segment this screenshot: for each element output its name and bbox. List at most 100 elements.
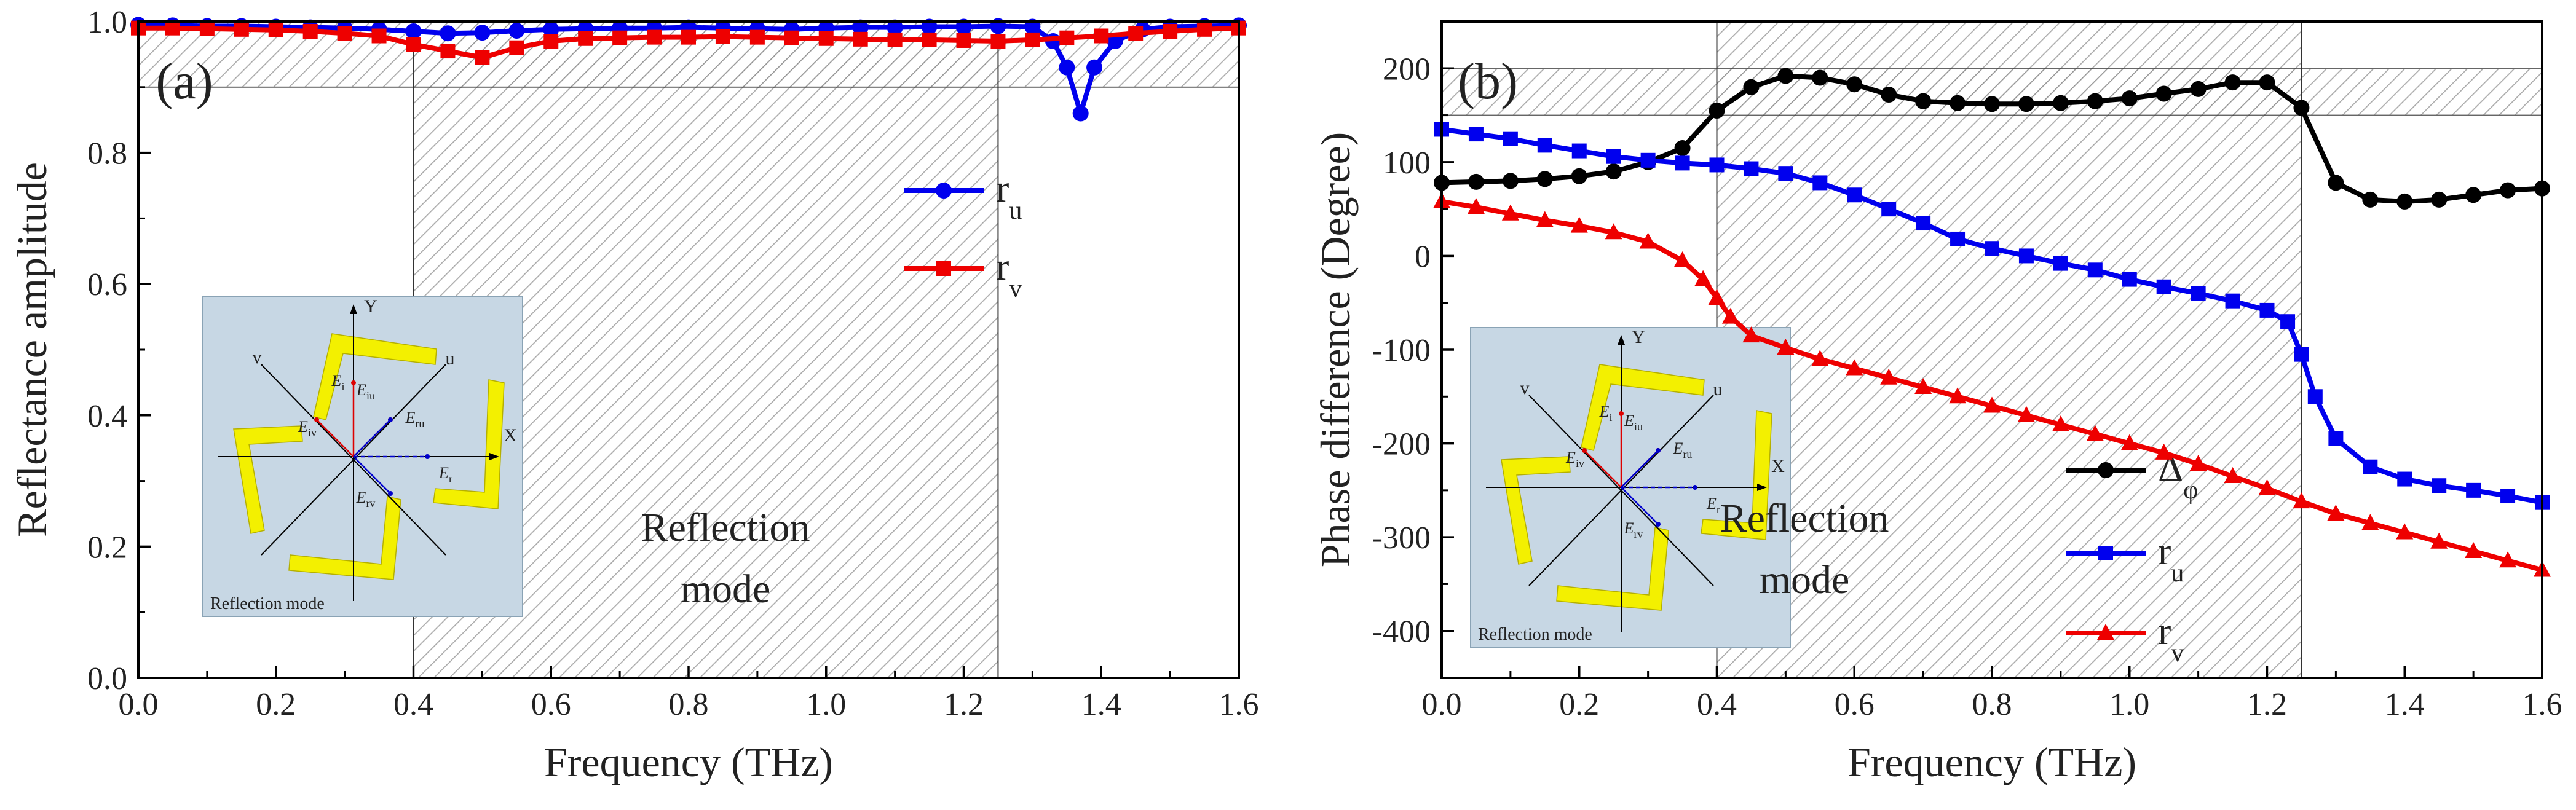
data-point-r_v bbox=[818, 31, 834, 46]
data-point-r_u bbox=[1059, 59, 1075, 76]
antenna-arm-2 bbox=[1701, 410, 1772, 540]
vector-ei-head bbox=[1619, 411, 1624, 416]
data-point-r_u bbox=[2328, 431, 2344, 446]
inset-label-v: v bbox=[1520, 378, 1530, 398]
label-eiv-sub: iv bbox=[1576, 457, 1584, 470]
label-eru-sub: ru bbox=[415, 417, 424, 430]
data-point-Delta_phi bbox=[2190, 81, 2207, 97]
data-point-r_v bbox=[1811, 350, 1829, 366]
data-point-r_u bbox=[1675, 155, 1690, 171]
y-tick-label: 0.0 bbox=[87, 661, 127, 696]
data-point-Delta_phi bbox=[2259, 74, 2275, 91]
data-point-r_u bbox=[2280, 314, 2296, 329]
x-tick-label: 1.0 bbox=[2109, 687, 2149, 722]
data-point-r_v bbox=[2052, 415, 2069, 432]
data-point-r_v bbox=[1025, 32, 1040, 47]
data-point-Delta_phi bbox=[1846, 76, 1863, 93]
series-r_v bbox=[1433, 192, 2551, 577]
data-point-r_u bbox=[1985, 241, 1999, 256]
data-point-r_v bbox=[2120, 434, 2138, 450]
data-point-r_v bbox=[165, 20, 180, 36]
legend-label-r_v: rv bbox=[996, 245, 1022, 303]
data-point-Delta_phi bbox=[2293, 100, 2310, 116]
data-point-r_v bbox=[2327, 505, 2345, 521]
x-tick-label: 0.8 bbox=[669, 687, 709, 722]
label-ei: Ei bbox=[1599, 403, 1613, 423]
data-point-r_v bbox=[612, 30, 628, 45]
data-point-r_v bbox=[784, 30, 799, 45]
inset-label-v: v bbox=[253, 347, 262, 368]
data-point-Delta_phi bbox=[2121, 90, 2138, 107]
data-point-r_v bbox=[853, 31, 868, 47]
data-point-Delta_phi bbox=[2396, 193, 2413, 210]
data-point-r_v bbox=[1467, 198, 1485, 214]
vector-erv bbox=[1621, 487, 1659, 525]
x-tick-label: 0.4 bbox=[393, 687, 433, 722]
x-tick-label: 1.4 bbox=[2385, 687, 2425, 722]
data-point-r_u bbox=[543, 21, 559, 37]
inset-label-y: Y bbox=[1632, 327, 1645, 347]
data-point-r_v bbox=[2361, 514, 2379, 530]
vector-erv-head bbox=[388, 491, 393, 496]
data-point-r_v bbox=[440, 44, 456, 59]
data-point-r_u bbox=[1812, 175, 1828, 191]
inset-label-x: X bbox=[504, 425, 517, 446]
vector-erv-head bbox=[1656, 522, 1661, 527]
data-point-Delta_phi bbox=[1984, 96, 2000, 112]
inset-y-arrow bbox=[350, 304, 357, 314]
data-point-r_u bbox=[1916, 216, 1931, 231]
region-label-line-1: Reflection bbox=[641, 505, 810, 550]
data-point-r_v bbox=[1846, 359, 1863, 376]
x-tick-label: 1.2 bbox=[2247, 687, 2287, 722]
data-point-r_u bbox=[1503, 131, 1518, 146]
data-point-r_u bbox=[1024, 18, 1041, 35]
inset-label-u: u bbox=[1713, 379, 1723, 399]
data-point-r_v bbox=[2017, 406, 2035, 422]
data-point-r_u bbox=[2191, 286, 2206, 301]
data-point-r_v bbox=[1536, 211, 1554, 227]
data-point-r_v bbox=[2086, 425, 2104, 441]
legend-sub-r_u: u bbox=[1009, 197, 1022, 225]
vector-eiv bbox=[316, 419, 354, 457]
series-r_u bbox=[1434, 122, 2550, 510]
vector-erv bbox=[353, 456, 391, 494]
label-eiv-sub: iv bbox=[308, 427, 317, 439]
legend-sub-r_v: v bbox=[1009, 275, 1022, 303]
data-point-r_v bbox=[337, 26, 352, 41]
x-tick-label: 1.4 bbox=[1081, 687, 1121, 722]
label-ei: Ei bbox=[331, 372, 345, 393]
data-point-Delta_phi bbox=[1605, 163, 1622, 180]
data-point-r_u bbox=[852, 19, 869, 36]
antenna-arm-1 bbox=[1581, 364, 1705, 451]
data-point-r_v bbox=[406, 37, 421, 52]
y-tick-label: 100 bbox=[1383, 146, 1431, 181]
data-point-r_v bbox=[956, 33, 971, 48]
legend-sub-r_u: u bbox=[2171, 559, 2184, 588]
data-point-r_v bbox=[990, 34, 1006, 49]
data-point-r_u bbox=[2363, 459, 2378, 474]
data-point-r_u bbox=[1950, 231, 1966, 246]
data-point-r_v bbox=[2258, 479, 2276, 495]
data-point-r_v bbox=[1742, 326, 1760, 343]
panel-label: (b) bbox=[1458, 53, 1518, 110]
data-point-r_v bbox=[749, 29, 765, 45]
data-point-r_v bbox=[1059, 30, 1075, 45]
data-point-r_v bbox=[922, 32, 937, 47]
vector-eiv bbox=[1584, 450, 1622, 488]
x-tick-label: 0.2 bbox=[1559, 687, 1599, 722]
data-point-Delta_phi bbox=[1571, 168, 1587, 184]
panel-label: (a) bbox=[156, 53, 213, 110]
data-point-r_u bbox=[1881, 202, 1897, 217]
data-point-Delta_phi bbox=[1812, 69, 1828, 86]
data-point-r_u bbox=[2259, 302, 2275, 318]
data-point-r_u bbox=[2294, 347, 2309, 362]
inset-label-x: X bbox=[1771, 456, 1785, 476]
label-er-sub: r bbox=[449, 473, 452, 485]
data-point-r_v bbox=[199, 21, 215, 36]
data-point-Delta_phi bbox=[2224, 74, 2241, 91]
region-label-line-1: Reflection bbox=[1720, 496, 1889, 541]
data-point-r_v bbox=[1128, 26, 1144, 41]
